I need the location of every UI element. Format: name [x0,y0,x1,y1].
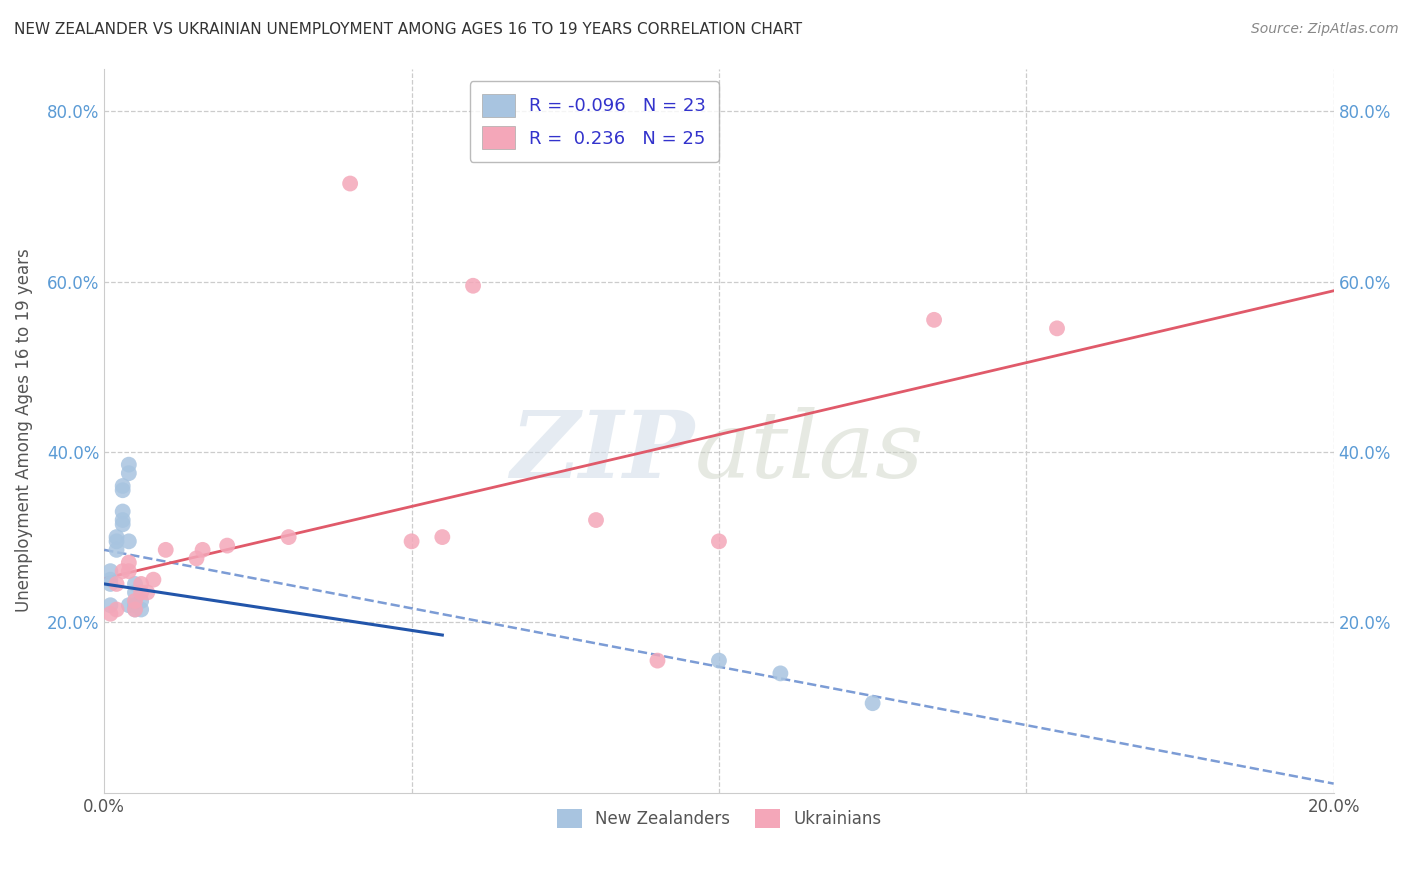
Point [339,177,361,191]
Point [217,539,239,553]
Point [124,585,146,599]
Point [191,542,214,557]
Point [105,530,128,544]
Point [129,602,152,616]
Point [432,530,454,544]
Point [124,602,146,616]
Point [186,551,208,566]
Point [862,696,884,710]
Y-axis label: Unemployment Among Ages 16 to 19 years: Unemployment Among Ages 16 to 19 years [15,249,32,613]
Point [707,534,730,549]
Text: atlas: atlas [695,408,924,498]
Point [585,513,607,527]
Point [111,513,134,527]
Point [100,599,122,613]
Point [118,556,141,570]
Point [124,577,146,591]
Point [129,594,152,608]
Point [118,458,141,472]
Point [111,564,134,578]
Point [124,594,146,608]
Point [277,530,299,544]
Point [707,654,730,668]
Legend: New Zealanders, Ukrainians: New Zealanders, Ukrainians [550,803,889,835]
Point [124,599,146,613]
Point [111,479,134,493]
Point [129,577,152,591]
Point [111,504,134,518]
Point [100,577,122,591]
Point [100,607,122,621]
Point [105,542,128,557]
Point [105,534,128,549]
Point [1046,321,1069,335]
Point [111,517,134,532]
Point [401,534,423,549]
Point [105,602,128,616]
Point [461,278,484,293]
Point [118,599,141,613]
Text: ZIP: ZIP [510,408,695,498]
Point [124,602,146,616]
Point [118,534,141,549]
Text: Source: ZipAtlas.com: Source: ZipAtlas.com [1251,22,1399,37]
Point [155,542,177,557]
Point [647,654,669,668]
Point [118,564,141,578]
Point [100,564,122,578]
Text: NEW ZEALANDER VS UKRAINIAN UNEMPLOYMENT AMONG AGES 16 TO 19 YEARS CORRELATION CH: NEW ZEALANDER VS UKRAINIAN UNEMPLOYMENT … [14,22,803,37]
Point [118,466,141,480]
Point [105,577,128,591]
Point [142,573,165,587]
Point [111,483,134,498]
Point [769,666,792,681]
Point [129,585,152,599]
Point [136,585,159,599]
Point [922,313,945,327]
Point [100,573,122,587]
